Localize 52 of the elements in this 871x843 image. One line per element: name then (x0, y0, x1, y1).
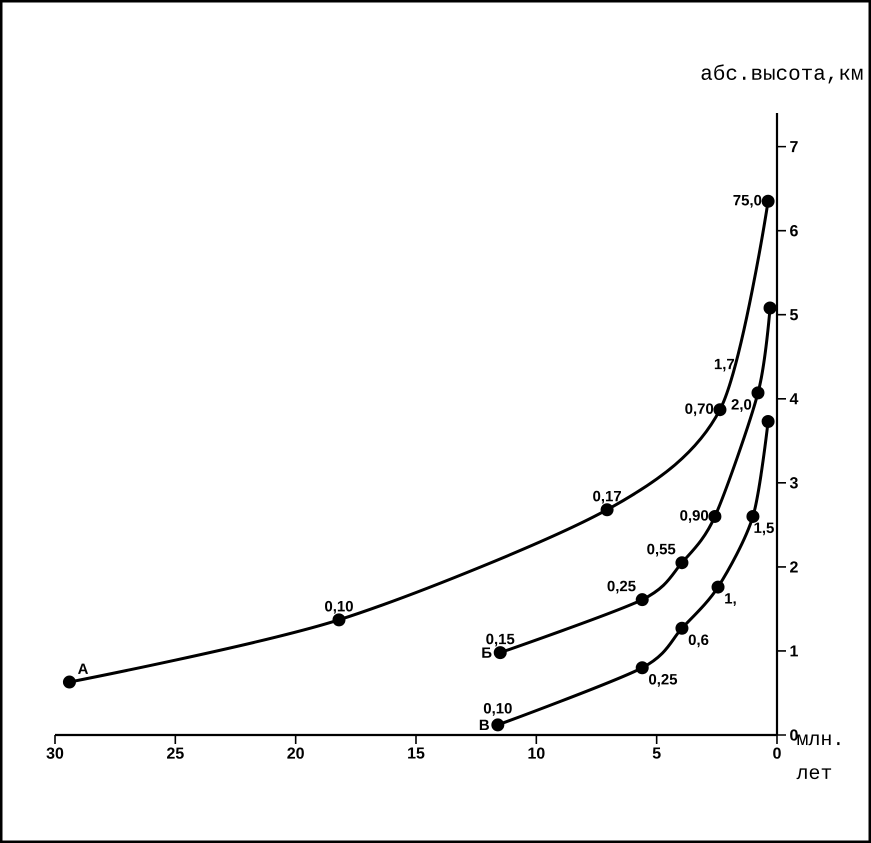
annotation: 0,70 (685, 403, 714, 416)
annotation: 0,10 (484, 702, 512, 716)
point (713, 403, 726, 416)
x-tick-label: 0 (773, 748, 781, 759)
y-tick-label: 7 (790, 141, 798, 152)
point (762, 194, 775, 208)
annotation: 0,17 (593, 490, 621, 504)
series-label: В (480, 720, 489, 730)
annotation: 1, (725, 593, 736, 606)
series-label: А (78, 664, 88, 674)
annotation: 0,6 (688, 634, 708, 648)
point (708, 510, 722, 523)
annotation: 2,0 (732, 399, 752, 412)
point (675, 556, 688, 570)
y-tick-label: 3 (790, 477, 798, 488)
y-tick-label: 2 (790, 561, 798, 572)
y-tick-label: 4 (790, 393, 798, 404)
y-tick-label: 5 (790, 309, 798, 320)
x-tick-label: 30 (46, 748, 64, 759)
x-tick-label: 5 (652, 748, 661, 759)
point (764, 302, 777, 314)
point (636, 593, 649, 606)
x-axis-title: млн. лет (796, 734, 840, 780)
annotation: 75,0 (733, 194, 762, 208)
y-tick-label: 1 (790, 645, 798, 656)
series-label: Б (482, 647, 492, 658)
point (332, 613, 346, 626)
point (600, 503, 614, 516)
point (636, 661, 649, 674)
point (675, 622, 688, 635)
y-axis-title: абс.высота,км (702, 64, 862, 84)
point (712, 580, 725, 594)
annotation: 0,55 (647, 544, 676, 556)
y-tick-label: 0 (790, 729, 798, 741)
annotation: 0,10 (325, 600, 353, 614)
x-tick-label: 20 (287, 748, 304, 759)
y-tick-label: 6 (790, 225, 798, 236)
annotation: 0,25 (608, 580, 636, 594)
annotation: 1,7 (714, 358, 734, 372)
point (762, 414, 775, 428)
annotation: 1,5 (754, 522, 774, 536)
annotation: 0,25 (649, 674, 678, 687)
point (751, 386, 764, 400)
point (491, 718, 504, 732)
annotation: 0,90 (680, 510, 708, 523)
x-tick-label: 15 (408, 748, 424, 759)
annotation: 0,15 (486, 634, 514, 646)
x-tick-label: 10 (528, 748, 545, 759)
x-tick-label: 25 (167, 748, 184, 759)
point (494, 646, 507, 660)
point (62, 676, 76, 689)
point (746, 510, 760, 523)
